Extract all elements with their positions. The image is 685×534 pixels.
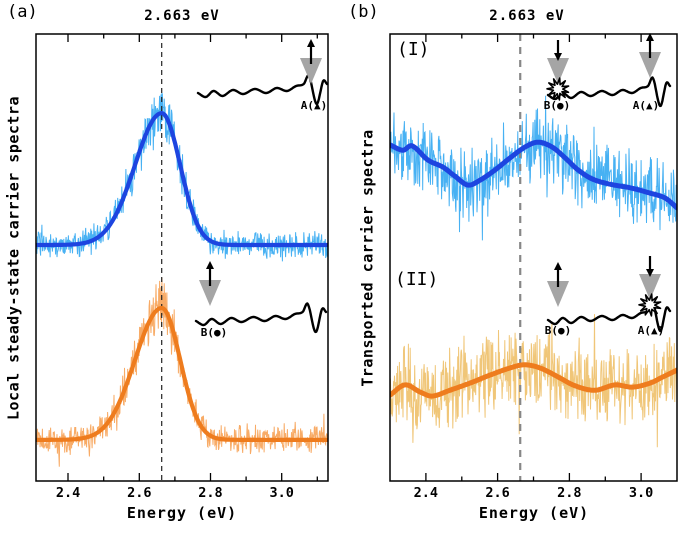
potential-landscape-curve: [194, 302, 328, 334]
probe-triangle-icon: [547, 281, 569, 307]
series-siteB_fit: [36, 305, 328, 442]
x-tick-label: 2.6: [485, 485, 510, 501]
down-arrowhead-icon: [554, 53, 562, 61]
panel-a-frame: [35, 33, 329, 482]
up-arrowhead-icon: [646, 33, 654, 41]
series-II_raw: [390, 314, 677, 448]
panel-b-y-axis-label: Transported carrier spectra: [358, 129, 377, 387]
panel-b-sublabel-I: (I): [397, 39, 430, 60]
panel-a-y-axis-label: Local steady-state carrier spectra: [4, 95, 23, 421]
panel-a-peak-energy-title: 2.663 eV: [144, 8, 220, 24]
probe-triangle-icon: [547, 58, 569, 84]
probe-triangle-icon: [639, 52, 661, 78]
inset-bI-site-B-label: B(●): [543, 99, 571, 112]
panel-b-sublabel-II: (II): [395, 269, 439, 290]
x-tick-label: 2.8: [557, 485, 582, 501]
inset-a-bottom-site-label: B(●): [200, 326, 228, 339]
series-I_fit: [390, 139, 677, 211]
potential-landscape-curve: [546, 76, 672, 108]
panel-b-label: (b): [348, 2, 379, 22]
up-arrowhead-icon: [554, 262, 562, 270]
series-II_fit: [390, 362, 677, 399]
inset-a-top-site-label: A(▲): [300, 99, 328, 112]
probe-triangle-icon: [300, 58, 322, 84]
potential-landscape-curve: [196, 74, 329, 106]
x-tick-label: 2.4: [55, 485, 81, 501]
inset-bII-site-B-label: B(●): [544, 324, 572, 337]
panel-a-label: (a): [7, 2, 38, 22]
x-tick-label: 2.8: [198, 485, 223, 501]
x-tick-label: 2.4: [413, 485, 439, 501]
x-tick-label: 3.0: [269, 485, 294, 501]
x-tick-label: 2.6: [127, 485, 152, 501]
panel-a-x-axis-label: Energy (eV): [126, 504, 238, 522]
excitation-starburst-icon: [638, 293, 662, 317]
excitation-starburst-icon: [546, 77, 570, 101]
x-tick-label: 3.0: [628, 485, 654, 501]
panel-b-x-axis-label: Energy (eV): [478, 504, 590, 522]
down-arrowhead-icon: [646, 269, 654, 277]
panel-b-peak-energy-title: 2.663 eV: [489, 8, 565, 24]
up-arrowhead-icon: [206, 261, 214, 269]
probe-triangle-icon: [199, 280, 221, 306]
series-siteA_fit: [36, 111, 328, 248]
inset-bI-site-A-label: A(▲): [632, 99, 660, 112]
inset-illustrations: [194, 33, 672, 334]
inset-bII-site-A-label: A(▲): [637, 324, 665, 337]
panel-b-series: [390, 34, 677, 481]
up-arrowhead-icon: [307, 39, 315, 47]
panel-a-series: [36, 34, 328, 481]
probe-triangle-icon: [639, 274, 661, 300]
series-I_raw: [390, 95, 677, 241]
